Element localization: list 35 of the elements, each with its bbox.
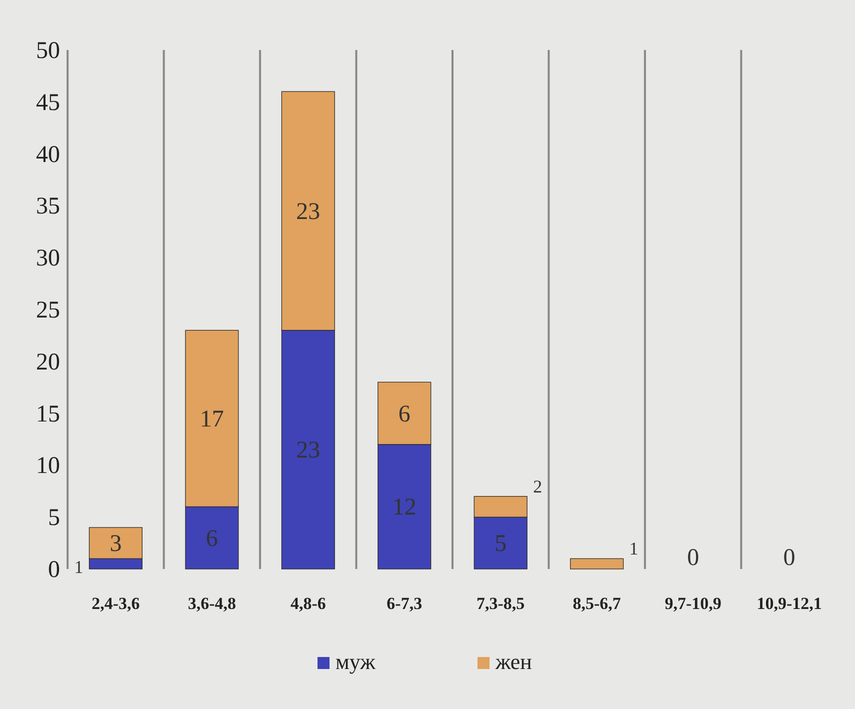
data-label: 23: [296, 438, 320, 464]
y-tick-label: 0: [48, 557, 60, 583]
y-tick-label: 5: [48, 505, 60, 532]
y-tick-label: 15: [36, 401, 60, 428]
data-label: 2: [533, 476, 542, 496]
legend-label: муж: [336, 649, 376, 674]
y-tick-label: 10: [36, 453, 60, 480]
x-tick-label: 3,6-4,8: [188, 594, 236, 613]
x-tick-label: 7,3-8,5: [476, 594, 525, 613]
data-label: 1: [629, 538, 638, 559]
y-tick-label: 20: [36, 349, 60, 376]
data-label: 0: [687, 545, 700, 571]
x-tick-label: 6-7,3: [386, 594, 422, 613]
data-label: 17: [200, 406, 224, 432]
x-tick-label: 9,7-10,9: [664, 594, 722, 613]
data-label: 23: [296, 198, 320, 225]
y-tick-label: 45: [36, 90, 60, 116]
y-tick-label: 40: [36, 142, 60, 168]
x-tick-label: 10,9-12,1: [756, 594, 822, 613]
y-tick-label: 35: [36, 194, 60, 220]
bar: [570, 558, 624, 570]
legend-label: жен: [494, 649, 532, 674]
x-tick-label: 8,5-6,7: [572, 594, 622, 613]
data-label: 1: [74, 557, 84, 577]
data-label: 6: [206, 526, 218, 552]
y-tick-label: 50: [36, 38, 60, 64]
data-label: 3: [110, 531, 122, 558]
data-label: 6: [398, 401, 410, 428]
data-label: 0: [783, 545, 796, 571]
x-tick-label: 2,4-3,6: [92, 594, 140, 613]
y-tick-label: 30: [36, 246, 60, 272]
data-label: 12: [392, 494, 416, 521]
data-label: 5: [494, 531, 507, 558]
y-tick-label: 25: [36, 298, 60, 324]
x-tick-label: 4,8-6: [290, 594, 326, 613]
